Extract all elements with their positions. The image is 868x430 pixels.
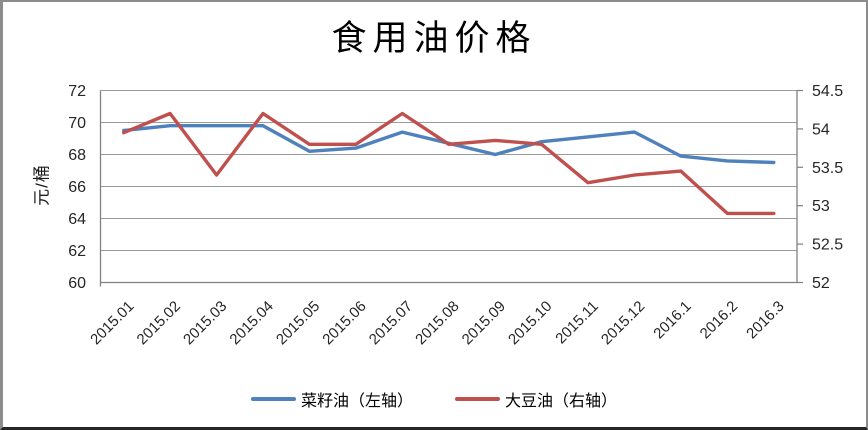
left-axis-tick-label: 70 xyxy=(68,115,86,132)
x-axis-tick-label: 2016.1 xyxy=(650,298,694,342)
x-axis-tick-label: 2015.03 xyxy=(180,298,230,348)
right-axis-tick-label: 52.5 xyxy=(812,237,843,254)
x-axis-tick-label: 2015.02 xyxy=(134,298,184,348)
right-axis-tick-label: 54.5 xyxy=(812,83,843,100)
left-axis-tick-label: 60 xyxy=(68,275,86,292)
left-axis-tick-label: 66 xyxy=(68,179,86,196)
x-axis-tick-label: 2016.2 xyxy=(697,298,741,342)
x-axis-tick-label: 2015.07 xyxy=(366,298,416,348)
right-axis-tick-label: 52 xyxy=(812,275,830,292)
x-axis-tick-label: 2015.11 xyxy=(552,298,602,348)
x-axis-tick-label: 2015.04 xyxy=(226,298,276,348)
chart-legend: 菜籽油（左轴） 大豆油（右轴） xyxy=(0,387,868,411)
left-axis-tick-label: 72 xyxy=(68,83,86,100)
left-axis-tick-label: 64 xyxy=(68,211,86,228)
chart-title: 食用油价格 xyxy=(331,19,537,59)
legend-entry-rapeseed[interactable]: 菜籽油（左轴） xyxy=(250,387,413,411)
right-axis-tick-label: 54 xyxy=(812,121,830,138)
x-axis-tick-label: 2015.05 xyxy=(273,298,323,348)
x-axis-tick-label: 2016.3 xyxy=(743,298,787,342)
x-axis-tick-label: 2015.08 xyxy=(412,298,462,348)
rapeseed-line-swatch-icon xyxy=(250,397,296,401)
legend-entry-soybean[interactable]: 大豆油（右轴） xyxy=(455,387,617,411)
legend-label-rapeseed: 菜籽油（左轴） xyxy=(300,391,413,410)
soybean-line-swatch-icon xyxy=(455,397,500,401)
x-axis-tick-label: 2015.01 xyxy=(87,298,137,348)
x-axis-tick-label: 2015.06 xyxy=(319,298,369,348)
left-axis-tick-label: 62 xyxy=(68,243,86,260)
x-axis-tick-label: 2015.09 xyxy=(459,298,509,348)
right-axis-tick-label: 53.5 xyxy=(812,160,843,177)
x-axis-tick-label: 2015.12 xyxy=(598,298,648,348)
x-axis-tick-label: 2015.10 xyxy=(505,298,555,348)
legend-label-soybean: 大豆油（右轴） xyxy=(505,391,618,410)
series-line-soybean[interactable] xyxy=(121,111,776,216)
right-axis-tick-label: 53 xyxy=(812,198,830,215)
left-axis-tick-label: 68 xyxy=(68,147,86,164)
